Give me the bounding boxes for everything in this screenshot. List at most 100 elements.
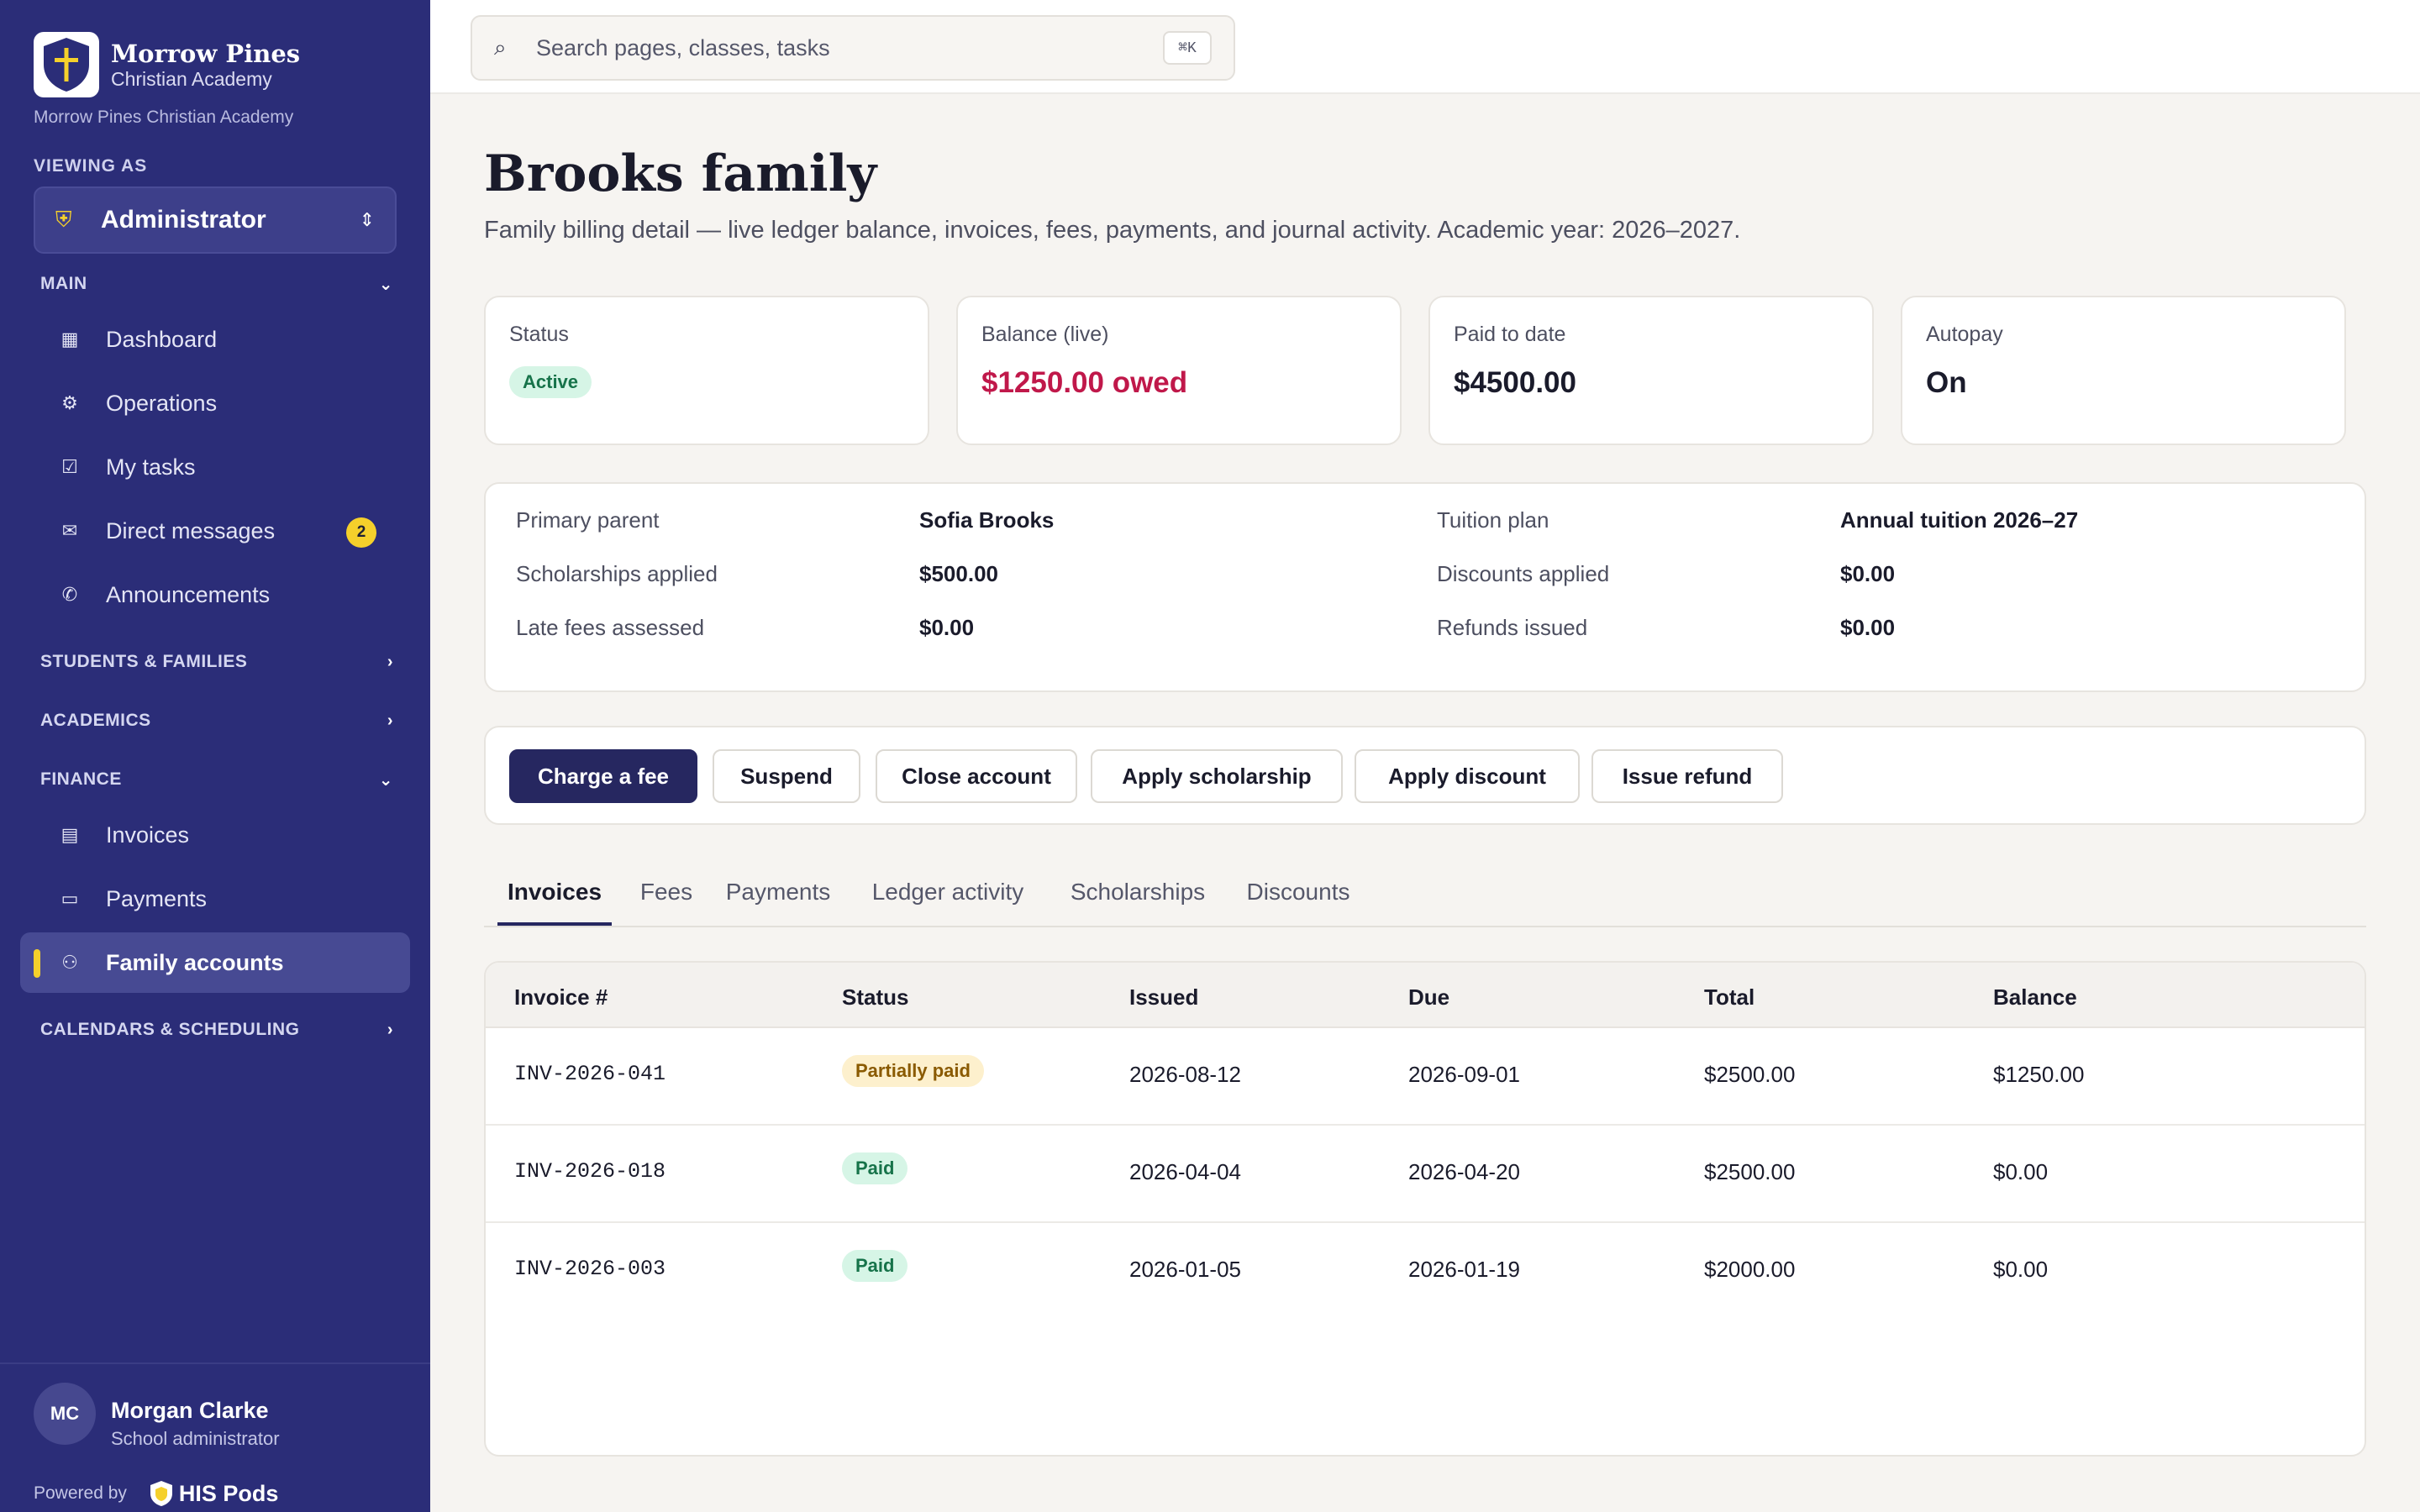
- tab-payments[interactable]: Payments: [725, 879, 831, 905]
- school-caption: Morrow Pines Christian Academy: [34, 108, 294, 127]
- invoice-number[interactable]: INV-2026-003: [514, 1257, 666, 1281]
- his-pods-label: HIS Pods: [178, 1480, 279, 1506]
- stat-card-autopay: Autopay On: [1901, 296, 2346, 445]
- detail-label: Tuition plan: [1437, 507, 1549, 533]
- sidebar-item-dashboard[interactable]: ▦ Dashboard: [20, 309, 410, 370]
- avatar[interactable]: MC: [34, 1383, 96, 1445]
- column-header[interactable]: Invoice #: [514, 984, 608, 1010]
- sidebar-item-my-tasks[interactable]: ☑ My tasks: [20, 437, 410, 497]
- sidebar-item-payments[interactable]: ▭ Payments: [20, 869, 410, 929]
- status-badge: Paid: [842, 1250, 908, 1282]
- charge-fee-button[interactable]: Charge a fee: [509, 749, 697, 803]
- sidebar-item-label: Family accounts: [106, 949, 284, 975]
- due-date: 2026-09-01: [1408, 1062, 1520, 1087]
- tab-ledger-activity[interactable]: Ledger activity: [871, 879, 1024, 905]
- sidebar: Morrow Pines Christian Academy Morrow Pi…: [0, 0, 430, 1512]
- search-input[interactable]: [536, 34, 1163, 61]
- detail-label: Refunds issued: [1437, 615, 1588, 640]
- shield-icon: ⛨: [55, 207, 72, 232]
- top-bar: ⌕ ⌘K: [430, 0, 2420, 94]
- powered-by: Powered by HIS Pods: [34, 1480, 278, 1507]
- stat-label: Balance (live): [981, 323, 1109, 346]
- section-label: STUDENTS & FAMILIES: [40, 652, 248, 671]
- detail-value-refunds: $0.00: [1840, 615, 1896, 640]
- invoice-balance: $1250.00: [1993, 1062, 2085, 1087]
- invoice-balance: $0.00: [1993, 1159, 2049, 1184]
- column-header[interactable]: Due: [1408, 984, 1450, 1010]
- his-pods-logo[interactable]: HIS Pods: [149, 1480, 279, 1507]
- sidebar-item-direct-messages[interactable]: ✉ Direct messages 2: [20, 501, 410, 561]
- sidebar-item-label: My tasks: [106, 454, 196, 480]
- table-row[interactable]: INV-2026-041 Partially paid 2026-08-12 2…: [486, 1028, 2365, 1126]
- column-header[interactable]: Issued: [1129, 984, 1199, 1010]
- stat-card-paid: Paid to date $4500.00: [1428, 296, 1874, 445]
- issued-date: 2026-04-04: [1129, 1159, 1241, 1184]
- global-search[interactable]: ⌕ ⌘K: [471, 15, 1235, 81]
- tab-scholarships[interactable]: Scholarships: [1070, 879, 1206, 905]
- brand-subtitle: Christian Academy: [111, 68, 272, 90]
- paid-value: $4500.00: [1454, 366, 1576, 399]
- sidebar-item-operations[interactable]: ⚙ Operations: [20, 373, 410, 433]
- detail-value-primary-parent: Sofia Brooks: [919, 507, 1055, 533]
- chevron-down-icon: ⌄: [378, 770, 393, 790]
- page-subtitle: Family billing detail — live ledger bala…: [484, 217, 1741, 244]
- sidebar-item-label: Operations: [106, 390, 218, 416]
- brand[interactable]: Morrow Pines Christian Academy: [34, 32, 300, 97]
- sidebar-item-label: Dashboard: [106, 326, 218, 352]
- close-account-button[interactable]: Close account: [876, 749, 1077, 803]
- issue-refund-button[interactable]: Issue refund: [1591, 749, 1783, 803]
- chevron-updown-icon: ⇕: [359, 209, 375, 230]
- tasks-icon: ☑: [61, 456, 78, 477]
- detail-value-discounts: $0.00: [1840, 561, 1896, 586]
- sidebar-item-invoices[interactable]: ▤ Invoices: [20, 805, 410, 865]
- account-actions: Charge a fee Suspend Close account Apply…: [484, 726, 2366, 825]
- column-header[interactable]: Total: [1704, 984, 1755, 1010]
- section-main-label: MAIN: [40, 274, 87, 293]
- tab-invoices[interactable]: Invoices: [497, 879, 612, 926]
- role-switcher[interactable]: ⛨ Administrator ⇕: [34, 186, 397, 254]
- detail-value-tuition-plan: Annual tuition 2026–27: [1840, 507, 2079, 533]
- apply-discount-button[interactable]: Apply discount: [1355, 749, 1580, 803]
- table-row[interactable]: INV-2026-003 Paid 2026-01-05 2026-01-19 …: [486, 1223, 2365, 1320]
- page-title: Brooks family: [484, 144, 877, 203]
- section-finance[interactable]: FINANCE ⌄: [40, 763, 393, 796]
- sidebar-item-announcements[interactable]: ✆ Announcements: [20, 564, 410, 625]
- sidebar-item-family-accounts[interactable]: ⚇ Family accounts: [20, 932, 410, 993]
- payment-icon: ▭: [60, 888, 79, 909]
- section-label: ACADEMICS: [40, 711, 151, 730]
- table-row[interactable]: INV-2026-018 Paid 2026-04-04 2026-04-20 …: [486, 1126, 2365, 1223]
- invoice-number[interactable]: INV-2026-041: [514, 1062, 666, 1086]
- section-main[interactable]: MAIN ⌄: [40, 267, 393, 301]
- search-icon: ⌕: [494, 34, 507, 60]
- sidebar-item-label: Invoices: [106, 822, 190, 848]
- invoice-total: $2500.00: [1704, 1062, 1796, 1087]
- stat-card-balance: Balance (live) $1250.00 owed: [956, 296, 1402, 445]
- section-label: CALENDARS & SCHEDULING: [40, 1020, 300, 1039]
- tab-discounts[interactable]: Discounts: [1246, 879, 1350, 905]
- sidebar-item-label: Announcements: [106, 581, 271, 607]
- stat-card-status: Status Active: [484, 296, 929, 445]
- balance-value: $1250.00 owed: [981, 366, 1188, 399]
- column-header[interactable]: Balance: [1993, 984, 2077, 1010]
- section-students-families[interactable]: STUDENTS & FAMILIES ›: [40, 645, 393, 679]
- tab-fees[interactable]: Fees: [639, 879, 693, 905]
- invoice-number[interactable]: INV-2026-018: [514, 1159, 666, 1184]
- detail-label: Primary parent: [516, 507, 660, 533]
- section-calendars-scheduling[interactable]: CALENDARS & SCHEDULING ›: [40, 1013, 393, 1047]
- autopay-value: On: [1926, 366, 1967, 399]
- account-details: Primary parent Sofia Brooks Tuition plan…: [484, 482, 2366, 692]
- status-badge: Paid: [842, 1152, 908, 1184]
- detail-label: Late fees assessed: [516, 615, 705, 640]
- shortcut-hint: ⌘K: [1163, 31, 1212, 65]
- invoices-table: Invoice # Status Issued Due Total Balanc…: [484, 961, 2366, 1457]
- sidebar-item-label: Payments: [106, 885, 208, 911]
- section-academics[interactable]: ACADEMICS ›: [40, 704, 393, 738]
- stat-label: Paid to date: [1454, 323, 1566, 346]
- column-header[interactable]: Status: [842, 984, 909, 1010]
- issued-date: 2026-08-12: [1129, 1062, 1241, 1087]
- school-crest-logo: [34, 32, 99, 97]
- suspend-button[interactable]: Suspend: [713, 749, 860, 803]
- unread-badge: 2: [346, 517, 376, 548]
- table-header: Invoice # Status Issued Due Total Balanc…: [486, 963, 2365, 1028]
- apply-scholarship-button[interactable]: Apply scholarship: [1091, 749, 1343, 803]
